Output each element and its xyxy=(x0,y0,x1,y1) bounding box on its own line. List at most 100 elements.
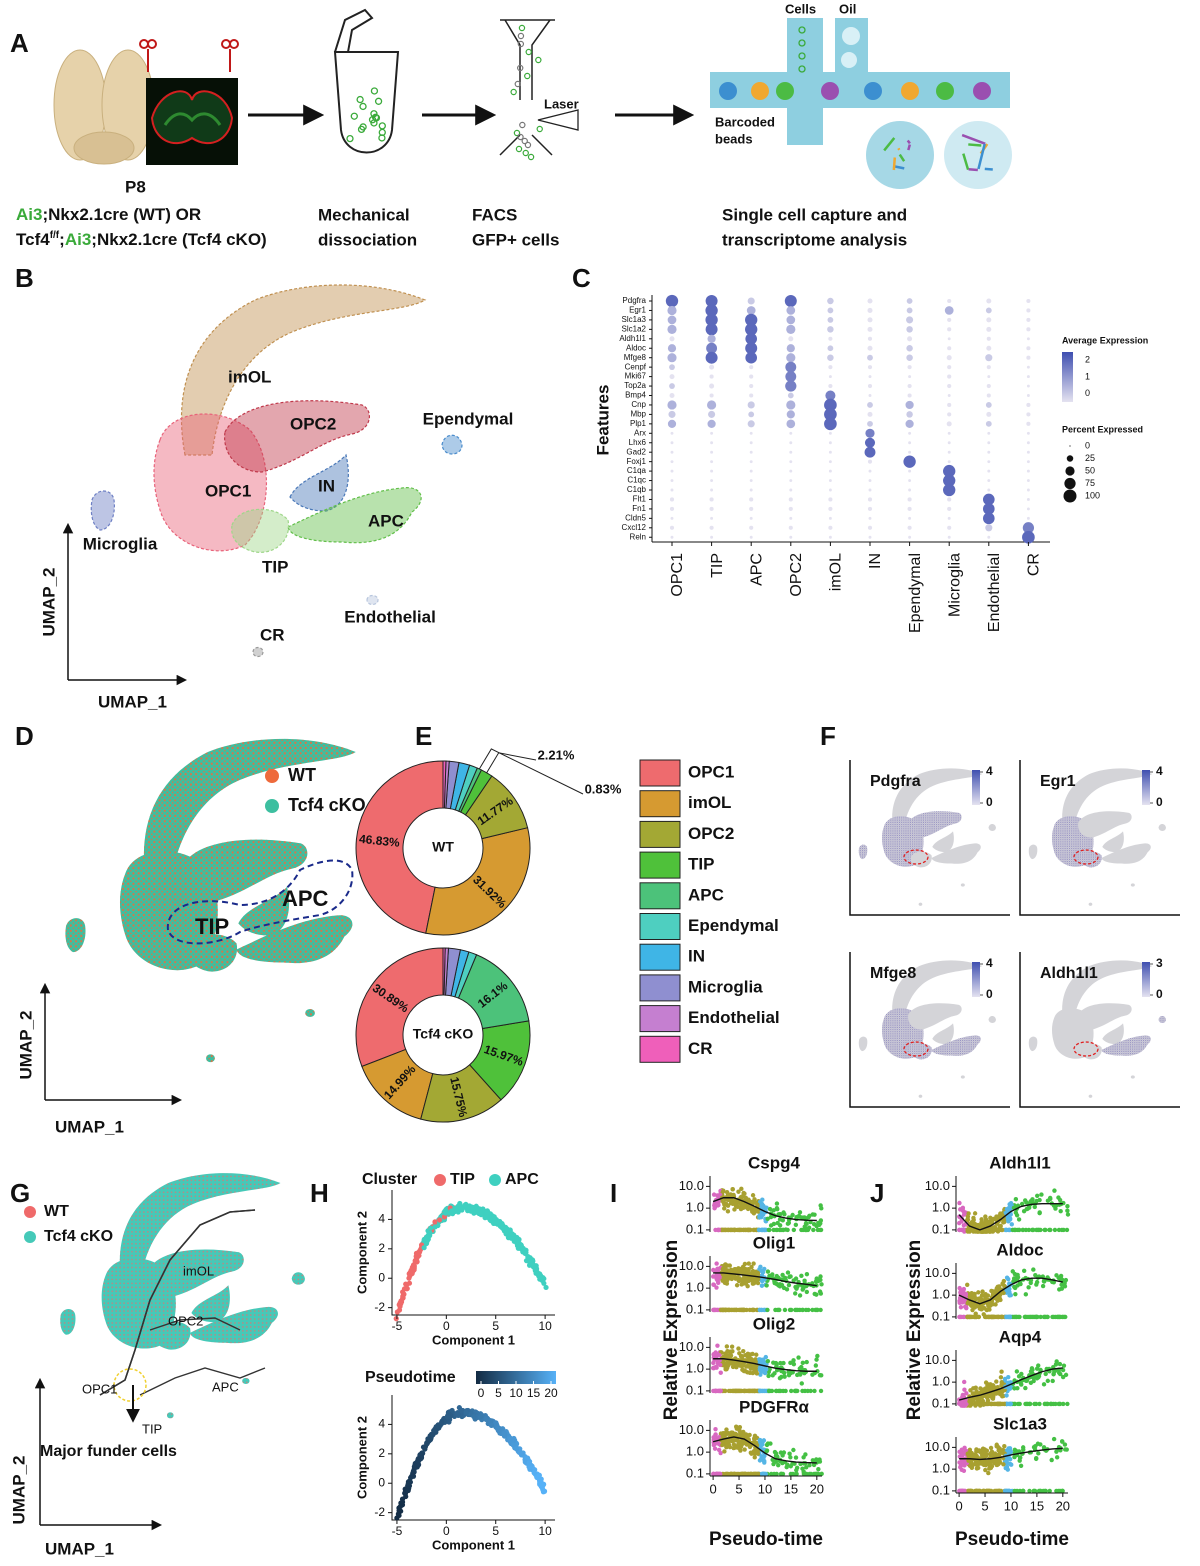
decoration xyxy=(995,1314,1000,1320)
decoration xyxy=(484,1214,490,1220)
decoration xyxy=(791,1447,796,1453)
legend-title: Average Expression xyxy=(1062,335,1148,345)
decoration xyxy=(757,1388,763,1394)
decoration xyxy=(739,1471,745,1477)
legend-label: TIP xyxy=(450,1171,475,1188)
decoration xyxy=(714,1471,720,1477)
donut-segment xyxy=(355,947,444,1068)
cluster-label: TIP xyxy=(142,1421,162,1436)
decoration xyxy=(1004,1206,1010,1212)
dot xyxy=(745,323,758,336)
decoration xyxy=(807,1213,812,1219)
dot xyxy=(827,307,834,314)
decoration xyxy=(1061,1401,1066,1407)
decoration xyxy=(1000,1394,1005,1399)
dot xyxy=(907,393,912,398)
decoration xyxy=(1017,1314,1022,1320)
decoration xyxy=(1057,1197,1063,1203)
dot xyxy=(749,497,754,502)
decoration xyxy=(736,1278,742,1284)
decoration xyxy=(906,139,911,145)
dot xyxy=(789,460,793,464)
decoration xyxy=(537,1274,543,1280)
tick-label: 5 xyxy=(492,1319,499,1333)
dot xyxy=(947,327,952,332)
decoration xyxy=(726,1363,731,1368)
decoration xyxy=(487,1418,494,1424)
feature-label: Aldh1l1 xyxy=(619,334,646,343)
decoration xyxy=(725,1349,730,1354)
decoration xyxy=(517,40,525,48)
tick-label: -2 xyxy=(374,1300,385,1314)
decoration xyxy=(736,1227,741,1233)
dot xyxy=(827,326,834,333)
tick-label: 0 xyxy=(378,1475,385,1489)
dot xyxy=(908,479,912,483)
decoration xyxy=(494,1219,501,1225)
feature-label: Slc1a2 xyxy=(622,324,647,333)
dot xyxy=(987,460,991,464)
dot xyxy=(669,374,675,380)
decoration xyxy=(1043,1371,1048,1377)
decoration xyxy=(973,1462,979,1467)
genotype-line: Ai3;Nkx2.1cre (WT) OR xyxy=(16,205,201,224)
decoration xyxy=(962,153,970,171)
decoration xyxy=(730,1187,735,1192)
decoration xyxy=(1016,1217,1022,1222)
dot xyxy=(947,394,951,397)
decoration xyxy=(813,1307,819,1313)
tick-label: 10 xyxy=(758,1481,772,1496)
decoration xyxy=(757,1360,762,1365)
decoration xyxy=(730,1431,735,1436)
dot xyxy=(788,506,793,511)
tick-label: 1.0 xyxy=(686,1361,704,1376)
decoration xyxy=(752,1368,757,1373)
decoration xyxy=(819,1282,824,1287)
decoration xyxy=(718,1450,723,1456)
decoration xyxy=(1065,1208,1070,1213)
decoration xyxy=(968,167,978,172)
decoration xyxy=(1003,1488,1008,1494)
decoration xyxy=(750,1358,755,1363)
decoration xyxy=(984,1488,990,1494)
dot xyxy=(907,383,912,389)
decoration xyxy=(819,1471,824,1477)
decoration xyxy=(742,1261,748,1267)
decoration xyxy=(1061,1363,1067,1368)
feature-label: Cenpf xyxy=(625,362,647,371)
decoration xyxy=(1073,849,1099,865)
decoration xyxy=(752,1278,758,1284)
decoration xyxy=(1058,1273,1064,1279)
feature-label: Fn1 xyxy=(632,504,646,513)
decoration xyxy=(1057,1314,1062,1320)
decoration xyxy=(777,1217,783,1222)
dot xyxy=(828,375,832,379)
decoration xyxy=(975,1401,981,1407)
decoration xyxy=(1048,1196,1053,1202)
decoration xyxy=(1130,1075,1135,1079)
decoration xyxy=(1008,1200,1014,1206)
dot xyxy=(669,525,675,530)
decoration xyxy=(841,52,857,68)
decoration xyxy=(781,1360,786,1366)
decoration xyxy=(986,1470,991,1476)
decoration xyxy=(746,1388,752,1394)
decoration xyxy=(798,52,806,60)
decoration xyxy=(907,144,912,151)
dot xyxy=(986,365,991,370)
decoration xyxy=(808,1471,814,1477)
decoration xyxy=(858,844,868,860)
axis-label: UMAP_1 xyxy=(45,1539,114,1558)
decoration xyxy=(975,1222,981,1228)
cluster-label: Ependymal xyxy=(423,409,514,428)
dot xyxy=(946,421,952,427)
decoration xyxy=(491,1214,497,1220)
tick-label: 1.0 xyxy=(686,1444,704,1459)
feature-label: Bmp4 xyxy=(625,391,646,400)
decoration xyxy=(359,102,367,111)
decoration xyxy=(932,831,954,853)
dot xyxy=(705,313,718,327)
decoration xyxy=(722,1280,728,1286)
decoration xyxy=(970,1391,976,1396)
decoration xyxy=(1065,1204,1070,1209)
